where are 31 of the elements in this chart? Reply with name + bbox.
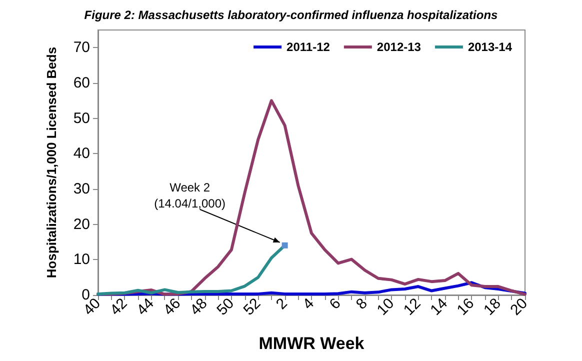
x-tick-label: 46: [160, 294, 184, 319]
x-tick-label: 42: [106, 294, 131, 319]
x-tick-label: 2: [272, 294, 291, 313]
x-axis-title: MMWR Week: [258, 334, 365, 353]
legend-label: 2013-14: [468, 40, 512, 54]
x-tick-label: 16: [454, 294, 478, 319]
annotation: Week 2 (14.04/1,000): [154, 180, 226, 210]
legend-label: 2011-12: [286, 40, 330, 54]
x-tick-label: 12: [400, 294, 424, 319]
y-axis-title: Hospitalizations/1,000 Licensed Beds: [44, 46, 59, 278]
x-tick-label: 4: [300, 294, 318, 313]
x-tick-label: 14: [427, 294, 451, 319]
y-tick-label: 0: [82, 286, 90, 304]
x-tick-label: 6: [326, 294, 344, 313]
x-tick-label: 44: [134, 294, 158, 319]
x-tick-label: 20: [507, 294, 532, 319]
y-tick-label: 30: [73, 180, 90, 198]
y-tick-label: 70: [73, 39, 90, 56]
y-tick-label: 50: [73, 110, 90, 127]
x-tick-label: 10: [374, 294, 398, 319]
x-tick-label: 50: [214, 294, 238, 319]
x-tick-label: 8: [352, 294, 371, 313]
chart-title: Figure 2: Massachusetts laboratory-confirmed influenza hospitalizations: [84, 8, 498, 22]
y-tick-label: 20: [73, 216, 90, 233]
y-tick-label: 10: [73, 251, 90, 268]
x-tick-label: 48: [186, 294, 211, 319]
y-tick-label: 40: [73, 145, 90, 162]
x-tick-label: 18: [480, 294, 504, 319]
y-tick-label: 60: [73, 74, 90, 92]
x-tick-label: 52: [240, 294, 264, 319]
legend-label: 2012-13: [376, 40, 422, 54]
